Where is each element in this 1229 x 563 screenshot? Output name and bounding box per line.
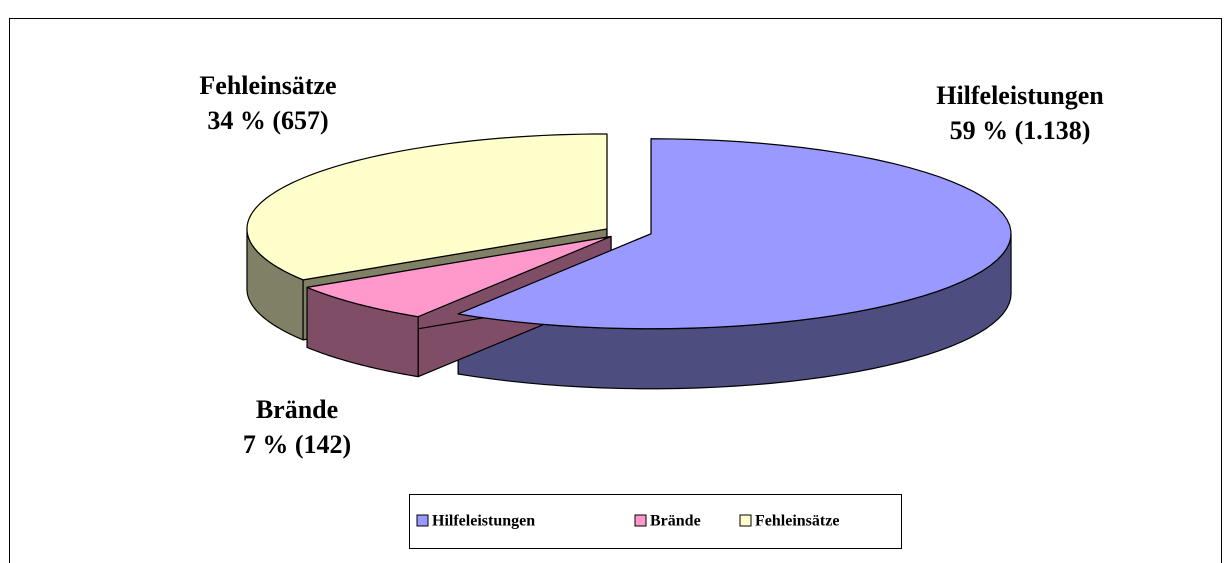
slice-label: Fehleinsätze xyxy=(199,71,336,100)
legend-swatch xyxy=(634,514,647,527)
legend-label: Hilfeleistungen xyxy=(432,513,535,530)
slice-value-label: 34 % (657) xyxy=(207,106,328,135)
slice-label: Hilfeleistungen xyxy=(936,81,1104,110)
slice-value-label: 7 % (142) xyxy=(243,430,351,459)
chart-frame xyxy=(9,18,1222,563)
legend-label: Brände xyxy=(650,513,701,530)
slice xyxy=(457,138,1012,330)
slice-tops xyxy=(246,133,1012,330)
legend-swatch xyxy=(416,514,429,527)
slice-label: Brände xyxy=(256,395,338,424)
slice xyxy=(306,235,612,318)
legend-swatch xyxy=(739,514,752,527)
legend-box xyxy=(409,494,902,549)
legend-label: Fehleinsätze xyxy=(755,513,839,530)
slice-value-label: 59 % (1.138) xyxy=(950,116,1091,145)
slice xyxy=(246,133,608,281)
